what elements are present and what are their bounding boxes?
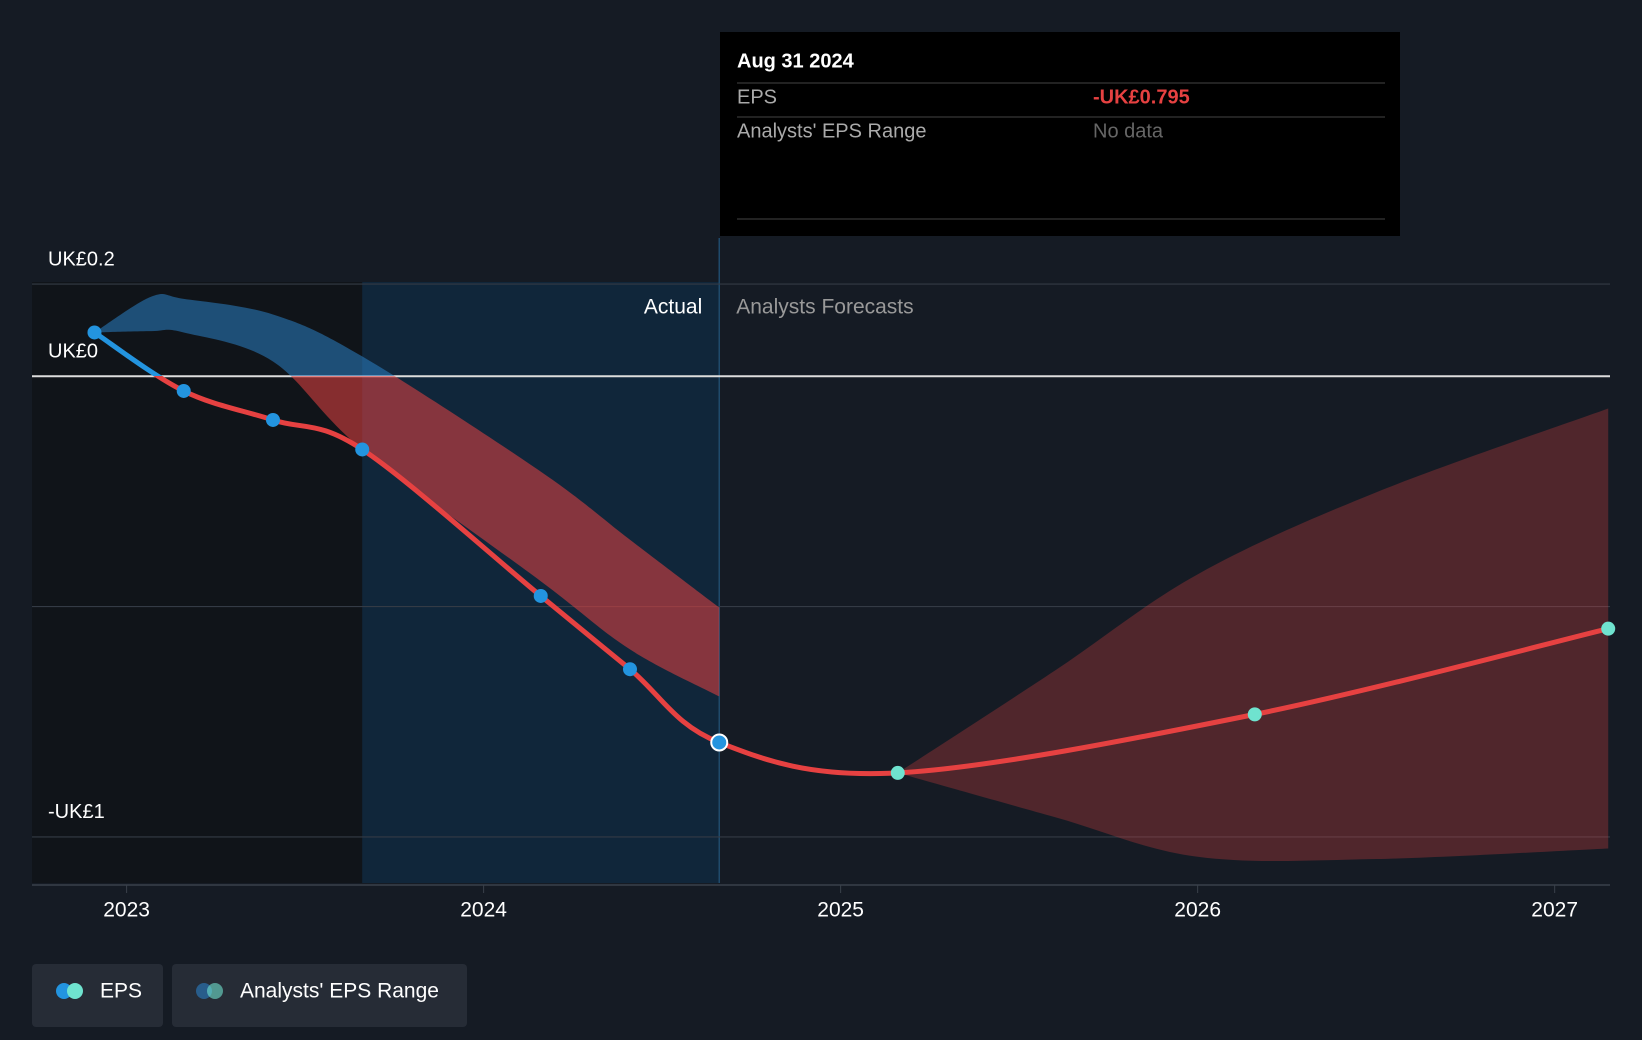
x-tick-label: 2024	[460, 899, 507, 922]
tooltip: Aug 31 2024 EPS -UK£0.795 Analysts' EPS …	[720, 32, 1400, 236]
tooltip-box	[720, 32, 1400, 236]
legend-swatch	[56, 983, 72, 999]
tooltip-label: EPS	[737, 86, 777, 108]
eps-point	[265, 412, 280, 427]
y-tick-label: UK£0	[48, 340, 98, 362]
y-tick-label: UK£0.2	[48, 248, 115, 270]
eps-point	[710, 733, 729, 752]
legend-button[interactable]	[172, 964, 467, 1027]
region-label: Analysts Forecasts	[736, 296, 913, 319]
legend-swatch	[67, 983, 83, 999]
x-tick-label: 2027	[1531, 899, 1578, 922]
tooltip-label: Analysts' EPS Range	[737, 120, 926, 142]
eps-point	[1601, 621, 1616, 636]
x-tick-label: 2023	[103, 899, 150, 922]
legend-swatch	[196, 983, 212, 999]
legend: EPS Analysts' EPS Range	[32, 964, 467, 1027]
eps-range-band	[94, 293, 720, 697]
legend-label[interactable]: EPS	[100, 980, 142, 1003]
eps-point	[176, 383, 191, 398]
legend-button[interactable]	[32, 964, 163, 1027]
legend-swatch	[207, 983, 223, 999]
eps-point	[622, 662, 637, 677]
eps-point	[355, 442, 370, 457]
eps-point	[890, 765, 905, 780]
eps-range-band	[897, 408, 1609, 862]
tooltip-value: No data	[1093, 120, 1164, 142]
tooltip-title: Aug 31 2024	[737, 50, 855, 72]
y-tick-label: -UK£1	[48, 801, 105, 823]
region-label: Actual	[644, 296, 702, 319]
x-tick-label: 2025	[817, 899, 864, 922]
eps-point	[533, 588, 548, 603]
x-tick-label: 2026	[1174, 899, 1221, 922]
legend-label[interactable]: Analysts' EPS Range	[240, 980, 439, 1003]
eps-point	[87, 325, 102, 340]
tooltip-value: -UK£0.795	[1093, 86, 1190, 108]
eps-point	[1247, 707, 1262, 722]
